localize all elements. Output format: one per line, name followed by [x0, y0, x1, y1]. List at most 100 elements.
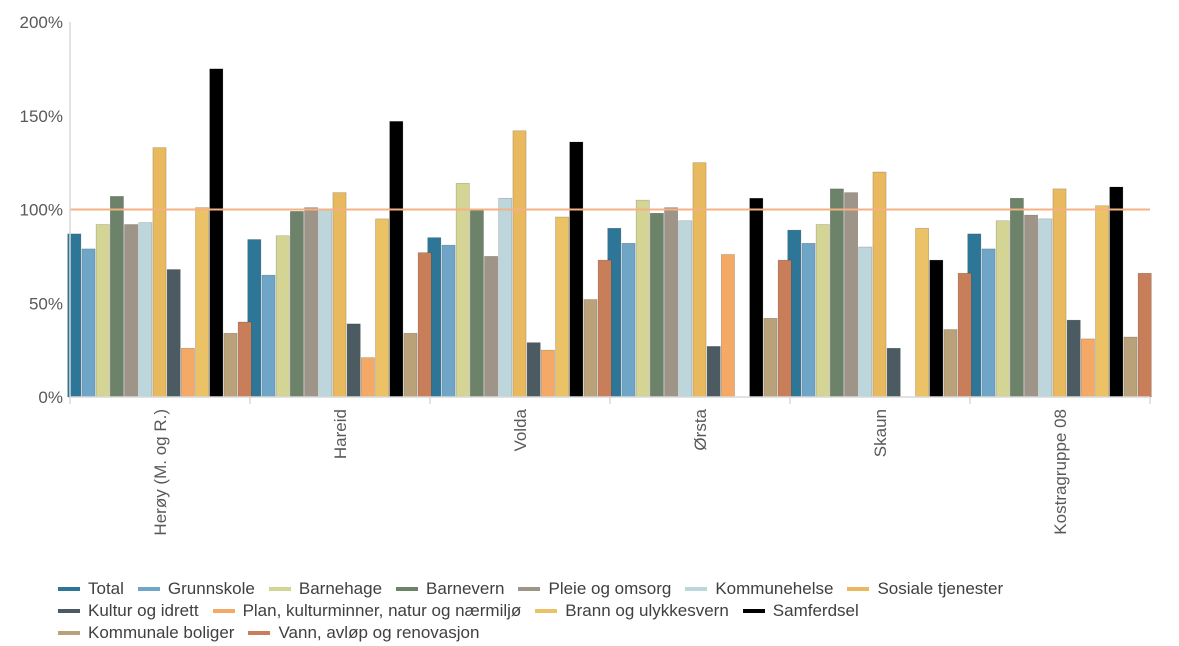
bar: [872, 171, 887, 398]
legend-item: Vann, avløp og renovasjon: [248, 623, 479, 643]
y-tick-label: 50%: [29, 294, 63, 313]
bar: [237, 321, 252, 398]
bar: [275, 235, 290, 398]
bar: [110, 196, 124, 398]
legend-label: Total: [88, 579, 124, 598]
legend-swatch: [58, 587, 80, 591]
legend-item: Barnevern: [396, 579, 504, 599]
bar: [692, 162, 707, 398]
legend-swatch: [742, 609, 765, 613]
legend-label: Plan, kulturminner, natur og nærmiljø: [242, 601, 522, 620]
bar: [569, 141, 584, 398]
bar: [844, 192, 858, 398]
bar: [138, 222, 153, 398]
bar: [943, 329, 958, 398]
bar: [512, 130, 527, 398]
bar: [540, 349, 555, 398]
bar: [181, 347, 195, 398]
bar: [346, 323, 361, 398]
legend-label: Samferdsel: [772, 601, 859, 620]
bar: [555, 216, 569, 398]
legend-item: Kommunale boliger: [58, 623, 234, 643]
bar: [649, 212, 664, 398]
bar: [209, 68, 224, 398]
bar: [886, 347, 901, 398]
category-label: Kostragruppe 08: [1051, 409, 1070, 535]
bar: [1024, 214, 1038, 398]
bar: [981, 248, 996, 398]
bar: [124, 224, 138, 398]
bar: [915, 227, 929, 398]
bar: [829, 188, 844, 398]
bar: [261, 274, 276, 398]
bar: [223, 332, 238, 398]
bar: [304, 207, 318, 398]
bar: [1038, 218, 1053, 398]
bar: [678, 220, 693, 398]
legend-label: Kommunehelse: [715, 579, 834, 598]
category-label: Skaun: [871, 409, 890, 457]
bars-group: [67, 68, 1152, 398]
y-tick-label: 200%: [20, 13, 63, 32]
bar: [706, 346, 721, 398]
y-axis-labels: 0% 50% 100% 150% 200%: [20, 13, 63, 407]
bar: [1137, 272, 1152, 398]
bar: [375, 218, 389, 398]
category-label: Hareid: [331, 409, 350, 459]
bar: [417, 252, 432, 398]
legend-swatch: [248, 631, 271, 635]
legend-label: Brann og ulykkesvern: [565, 601, 729, 620]
legend-item: Plan, kulturminner, natur og nærmiljø: [212, 601, 522, 621]
legend-label: Kultur og idrett: [88, 601, 199, 620]
bar: [957, 272, 972, 398]
bar: [360, 357, 375, 398]
bar: [1081, 338, 1095, 398]
legend-label: Pleie og omsorg: [548, 579, 672, 598]
bar: [858, 246, 873, 398]
legend-swatch: [268, 587, 291, 591]
bar: [469, 209, 484, 398]
bar: [664, 207, 678, 398]
bar: [318, 209, 333, 398]
legend-row: Kultur og idrett Plan, kulturminner, natu…: [58, 600, 1168, 622]
legend-swatch: [396, 587, 419, 591]
bar: [526, 342, 541, 398]
legend-item: Samferdsel: [742, 601, 859, 621]
bar: [621, 242, 636, 398]
bar: [81, 248, 96, 398]
legend-swatch: [137, 587, 160, 591]
legend-item: Sosiale tjenester: [847, 579, 1003, 599]
legend-swatch: [685, 587, 708, 591]
legend-swatch: [535, 609, 558, 613]
bar: [195, 207, 209, 398]
y-tick-label: 0%: [38, 388, 63, 407]
legend-item: Total: [58, 579, 124, 599]
legend-item: Brann og ulykkesvern: [535, 601, 729, 621]
bar: [152, 147, 167, 398]
legend-item: Kommunehelse: [685, 579, 833, 599]
bar: [720, 254, 735, 398]
bar: [441, 244, 456, 398]
bar: [1095, 205, 1109, 398]
bar: [1123, 336, 1138, 398]
legend-label: Kommunale boliger: [88, 623, 235, 642]
bar: [995, 220, 1010, 398]
legend-swatch: [212, 609, 235, 613]
bar: [484, 256, 498, 398]
bar: [166, 269, 181, 398]
bar: [498, 197, 513, 398]
legend-swatch: [847, 587, 870, 591]
bar: [289, 211, 304, 398]
bar: [635, 199, 650, 398]
x-axis: [69, 22, 1151, 404]
bar: [455, 182, 470, 398]
legend: Total Grunnskole Barnehage Barnevern Pleie o…: [58, 578, 1168, 644]
bar: [1052, 188, 1067, 398]
bar: [929, 259, 944, 398]
legend-label: Vann, avløp og renovasjon: [278, 623, 480, 642]
bar-chart: 0% 50% 100% 150% 200% Herøy (M. og R.) Hareid…: [20, 13, 1152, 536]
bar: [801, 242, 816, 398]
category-label: Volda: [511, 408, 530, 451]
legend-swatch: [518, 587, 541, 591]
legend-swatch: [58, 609, 80, 613]
